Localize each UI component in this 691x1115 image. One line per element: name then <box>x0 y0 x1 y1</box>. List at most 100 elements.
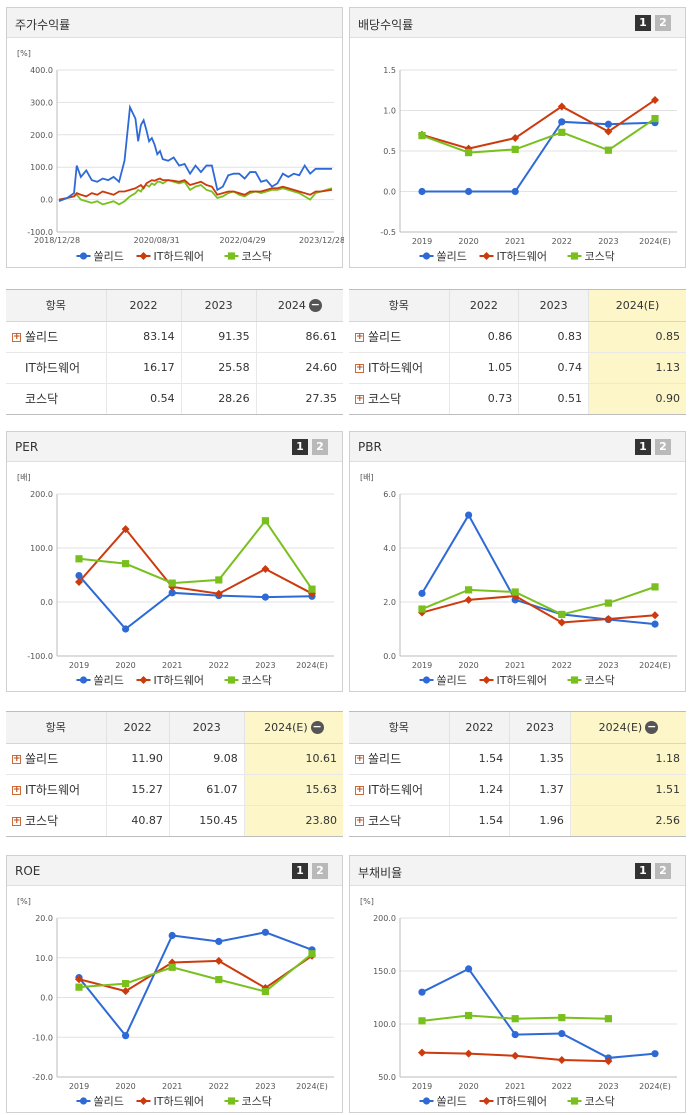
view-2-button[interactable]: 2 <box>312 863 328 879</box>
view-1-button[interactable]: 1 <box>292 863 308 879</box>
data-point <box>418 589 426 597</box>
y-tick-label: -0.5 <box>380 228 396 237</box>
x-tick-label: 2022 <box>209 1082 229 1091</box>
y-tick-label: 0.0 <box>383 652 396 661</box>
data-point <box>422 252 431 260</box>
data-point <box>308 950 316 958</box>
x-tick-label: 2021 <box>505 237 525 246</box>
view-1-button[interactable]: 1 <box>292 439 308 455</box>
expand-plus-icon[interactable]: + <box>355 785 364 795</box>
view-2-button[interactable]: 2 <box>655 15 671 31</box>
y-tick-label: 1.0 <box>383 107 396 116</box>
panel-title: PER <box>15 440 39 454</box>
row-label-cell: + IT하드웨어 <box>349 774 449 806</box>
series-line <box>78 574 313 631</box>
expand-plus-icon[interactable]: + <box>12 785 21 795</box>
legend-label: 쏠리드 <box>437 1095 467 1108</box>
panel-title: 주가수익률 <box>15 18 71 32</box>
expand-plus-icon[interactable]: + <box>355 394 364 405</box>
unit-label: [%] <box>360 897 374 906</box>
panel-header: 배당수익률 1 2 <box>350 8 685 38</box>
expand-plus-icon[interactable]: + <box>355 332 364 342</box>
expand-plus-icon[interactable]: + <box>12 332 21 342</box>
x-tick-label: 2024(E) <box>296 661 328 670</box>
row-label-cell: + 쏠리드 <box>6 743 106 775</box>
data-point <box>139 676 148 684</box>
data-point <box>511 187 519 196</box>
debt-ratio-chart: [%] 50.0 100.0 150.0 200.0 2019 2020 2021 2022 20… <box>360 897 677 1108</box>
x-tick-label: 2019 <box>412 661 432 670</box>
column-header-label: 2024(E) <box>264 720 308 734</box>
y-tick-label: 100.0 <box>30 163 53 172</box>
y-tick-label: 10.0 <box>35 954 53 963</box>
expand-plus-icon[interactable]: + <box>12 754 21 764</box>
data-point <box>570 1097 579 1105</box>
stock-return-table: 항목 2022 2023 2024− + 쏠리드 83.14 91.35 86.61 IT하드웨어… <box>6 289 343 415</box>
data-point <box>482 252 491 260</box>
row-label-cell: 코스닥 <box>6 383 106 414</box>
unit-label: [%] <box>17 49 31 58</box>
column-header-label: 2022 <box>129 298 158 312</box>
data-point <box>79 252 88 260</box>
data-point <box>261 517 269 525</box>
value-cell: 150.45 <box>168 805 245 836</box>
legend-label: 쏠리드 <box>94 674 124 687</box>
expand-plus-icon[interactable]: + <box>355 754 364 764</box>
data-point <box>604 615 613 624</box>
data-point <box>122 979 130 988</box>
data-point <box>558 128 566 136</box>
column-header: 2023 <box>509 712 571 744</box>
panel-header: PER 1 2 <box>7 432 342 462</box>
collapse-minus-icon[interactable]: − <box>310 720 324 734</box>
column-header-label: 2022 <box>123 720 152 734</box>
data-point <box>604 120 612 128</box>
value-cell: 11.90 <box>105 743 170 775</box>
row-label: IT하드웨어 <box>368 361 424 375</box>
data-point <box>122 1032 130 1040</box>
data-point <box>604 1015 612 1023</box>
series-line <box>421 513 656 626</box>
panel-header: PBR 1 2 <box>350 432 685 462</box>
view-2-button[interactable]: 2 <box>655 863 671 879</box>
data-point <box>465 586 473 594</box>
expand-plus-icon[interactable]: + <box>12 816 21 827</box>
row-label-cell: + 코스닥 <box>349 383 449 414</box>
column-header-label: 2022 <box>469 298 498 312</box>
data-point <box>604 127 613 136</box>
data-point <box>121 525 130 534</box>
data-point <box>79 676 88 684</box>
series-line <box>58 179 333 206</box>
collapse-minus-icon[interactable]: − <box>645 720 659 734</box>
value-cell: 16.17 <box>105 352 182 384</box>
data-point <box>261 593 269 601</box>
series-line <box>78 519 313 590</box>
row-label-cell: + IT하드웨어 <box>349 352 449 384</box>
data-point <box>557 1056 566 1065</box>
column-header: 2024(E) − <box>243 712 343 744</box>
y-tick-label: 20.0 <box>35 914 53 923</box>
series-line <box>58 177 333 201</box>
view-2-button[interactable]: 2 <box>655 439 671 455</box>
table-header-row: 항목 2022 2023 2024− <box>6 290 343 322</box>
column-header: 항목 <box>349 712 449 744</box>
data-point <box>651 611 659 620</box>
column-header: 2022 <box>105 712 170 744</box>
view-1-button[interactable]: 1 <box>635 439 651 455</box>
x-tick-label: 2020 <box>115 1082 135 1091</box>
data-point <box>465 149 473 157</box>
data-point <box>558 1029 566 1038</box>
pbr-chart: [배] 0.0 2.0 4.0 6.0 2019 2020 2021 2022 2023 2024(… <box>360 473 677 687</box>
view-1-button[interactable]: 1 <box>635 863 651 879</box>
row-label: 쏠리드 <box>368 752 402 766</box>
y-tick-label: -20.0 <box>32 1073 53 1082</box>
view-2-button[interactable]: 2 <box>312 439 328 455</box>
series-line <box>421 99 656 150</box>
column-header-label: 항목 <box>45 721 66 735</box>
collapse-minus-icon[interactable]: − <box>308 298 322 312</box>
expand-plus-icon[interactable]: + <box>355 363 364 373</box>
table-row: + 쏠리드 11.90 9.08 10.61 <box>6 743 343 775</box>
view-1-button[interactable]: 1 <box>635 15 651 31</box>
data-point <box>75 983 83 991</box>
expand-plus-icon[interactable]: + <box>355 816 364 827</box>
x-tick-label: 2021 <box>162 1082 182 1091</box>
